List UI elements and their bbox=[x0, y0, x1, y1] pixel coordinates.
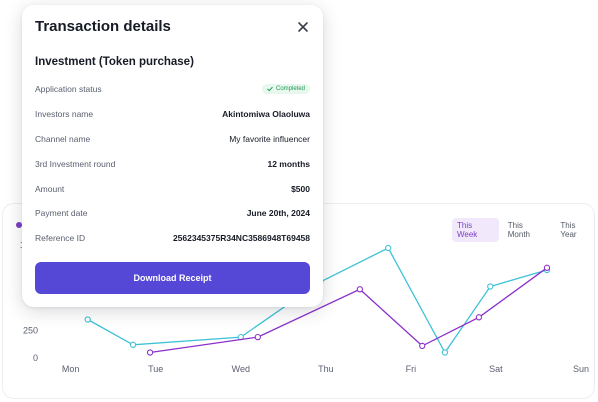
data-point bbox=[441, 349, 449, 356]
check-icon bbox=[267, 87, 273, 92]
detail-value: June 20th, 2024 bbox=[246, 208, 310, 219]
data-point bbox=[385, 244, 392, 252]
detail-value: 2562345375R34NC3586948T69458 bbox=[172, 233, 310, 244]
detail-label: Reference ID bbox=[35, 233, 86, 244]
x-tick-label: Thu bbox=[318, 364, 334, 374]
detail-value: $500 bbox=[291, 183, 310, 194]
tab-this-month[interactable]: This Month bbox=[507, 221, 530, 239]
detail-value: Akintomiwa Olaoluwa bbox=[222, 109, 310, 120]
details-list: Application status Completed Investors n… bbox=[35, 77, 310, 251]
legend-dot bbox=[16, 222, 22, 228]
data-point bbox=[84, 316, 91, 323]
series-line-2 bbox=[149, 267, 548, 354]
close-button[interactable] bbox=[295, 19, 311, 35]
detail-label: 3rd Investment round bbox=[35, 158, 116, 169]
detail-label: Payment date bbox=[35, 208, 88, 219]
x-tick-label: Mon bbox=[62, 364, 80, 374]
x-tick-label: Fri bbox=[406, 364, 417, 374]
detail-row-application-status: Application status Completed bbox=[35, 77, 310, 102]
data-point bbox=[419, 342, 426, 350]
detail-label: Application status bbox=[35, 84, 102, 95]
detail-row-channel-name: Channel name My favorite influencer bbox=[35, 127, 310, 152]
transaction-details-modal: Transaction details Investment (Token pu… bbox=[22, 5, 323, 307]
detail-row-investment-round: 3rd Investment round 12 months bbox=[35, 151, 310, 176]
data-point bbox=[356, 286, 364, 293]
x-tick-label: Wed bbox=[232, 364, 250, 374]
x-tick-label: Tue bbox=[148, 364, 163, 374]
detail-label: Investors name bbox=[35, 109, 94, 120]
section-title: Investment (Token purchase) bbox=[35, 56, 194, 68]
y-tick-label: 250 bbox=[23, 326, 38, 336]
data-point bbox=[254, 333, 261, 341]
series-line-1 bbox=[87, 247, 548, 354]
status-text: Completed bbox=[275, 86, 305, 93]
tab-this-week[interactable]: This Week bbox=[452, 218, 499, 242]
x-tick-label: Sun bbox=[573, 364, 589, 374]
detail-row-amount: Amount $500 bbox=[35, 176, 310, 201]
x-tick-label: Sat bbox=[489, 364, 503, 374]
data-point bbox=[487, 283, 494, 290]
detail-row-payment-date: Payment date June 20th, 2024 bbox=[35, 201, 310, 226]
tab-this-year[interactable]: This Year bbox=[560, 221, 577, 239]
detail-row-reference-id: Reference ID 2562345375R34NC3586948T6945… bbox=[35, 226, 310, 251]
data-point bbox=[543, 264, 551, 271]
data-point bbox=[475, 314, 483, 321]
download-receipt-button[interactable]: Download Receipt bbox=[35, 262, 310, 294]
detail-row-investors-name: Investors name Akintomiwa Olaoluwa bbox=[35, 102, 310, 127]
detail-value: My favorite influencer bbox=[229, 133, 310, 144]
detail-label: Amount bbox=[35, 183, 65, 194]
modal-title: Transaction details bbox=[35, 18, 171, 35]
data-point bbox=[146, 349, 154, 356]
data-point bbox=[129, 341, 137, 348]
range-tabs: This Week This Month This Year bbox=[452, 218, 598, 242]
detail-label: Channel name bbox=[35, 133, 91, 144]
y-tick-label: 0 bbox=[33, 353, 38, 363]
status-badge: Completed bbox=[261, 84, 310, 95]
close-icon bbox=[298, 22, 308, 32]
detail-value: 12 months bbox=[267, 158, 310, 169]
